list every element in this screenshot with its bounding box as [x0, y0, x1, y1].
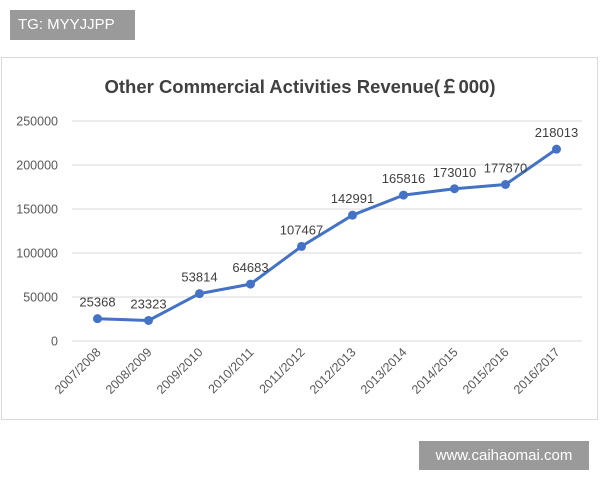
series-layer — [93, 144, 561, 325]
data-point — [195, 289, 204, 299]
y-tick-label: 150000 — [16, 203, 58, 217]
x-tick-label: 2013/2014 — [358, 345, 410, 397]
data-labels: 25368 23323 53814 64683 107467 142991 165816 17… — [79, 125, 578, 311]
data-point — [501, 179, 510, 189]
x-tick-label: 2007/2008 — [52, 345, 104, 397]
data-label: 142991 — [331, 191, 374, 206]
y-tick-label: 200000 — [16, 159, 58, 173]
y-tick-label: 50000 — [23, 291, 58, 305]
y-axis-ticks: 0 50000 100000 150000 200000 250000 — [16, 115, 58, 349]
data-point — [348, 210, 357, 220]
data-label: 23323 — [130, 296, 166, 311]
x-tick-label: 2009/2010 — [154, 345, 206, 397]
watermark-top: TG: MYYJJPP — [10, 10, 135, 40]
watermark-bottom: www.caihaomai.com — [419, 441, 589, 470]
y-tick-label: 250000 — [16, 115, 58, 129]
data-label: 107467 — [280, 222, 323, 237]
series-line — [97, 147, 558, 322]
chart-frame — [1, 57, 598, 420]
data-point — [93, 314, 102, 324]
data-point — [246, 279, 255, 289]
data-label: 25368 — [79, 295, 115, 310]
data-point — [297, 241, 306, 251]
data-point — [552, 144, 561, 154]
x-tick-label: 2008/2009 — [103, 345, 155, 397]
chart-title: Other Commercial Activities Revenue(￡000… — [104, 76, 495, 97]
data-label: 173010 — [433, 165, 476, 180]
data-point — [144, 315, 153, 325]
x-tick-label: 2016/2017 — [511, 345, 563, 397]
data-label: 165816 — [382, 171, 425, 186]
x-tick-label: 2011/2012 — [257, 345, 308, 396]
x-tick-label: 2014/2015 — [409, 345, 461, 397]
x-axis-ticks: 2007/2008 2008/2009 2009/2010 2010/2011 2011… — [52, 345, 563, 397]
data-label: 53814 — [181, 270, 217, 285]
gridlines — [72, 120, 582, 342]
data-point — [399, 190, 408, 200]
x-tick-label: 2012/2013 — [307, 345, 359, 397]
data-label: 64683 — [232, 260, 268, 275]
x-tick-label: 2010/2011 — [206, 345, 257, 396]
data-label: 218013 — [535, 125, 578, 140]
data-label: 177870 — [484, 160, 527, 175]
y-tick-label: 0 — [51, 335, 58, 349]
y-tick-label: 100000 — [16, 247, 58, 261]
x-tick-label: 2015/2016 — [460, 345, 512, 397]
data-point — [450, 184, 459, 194]
